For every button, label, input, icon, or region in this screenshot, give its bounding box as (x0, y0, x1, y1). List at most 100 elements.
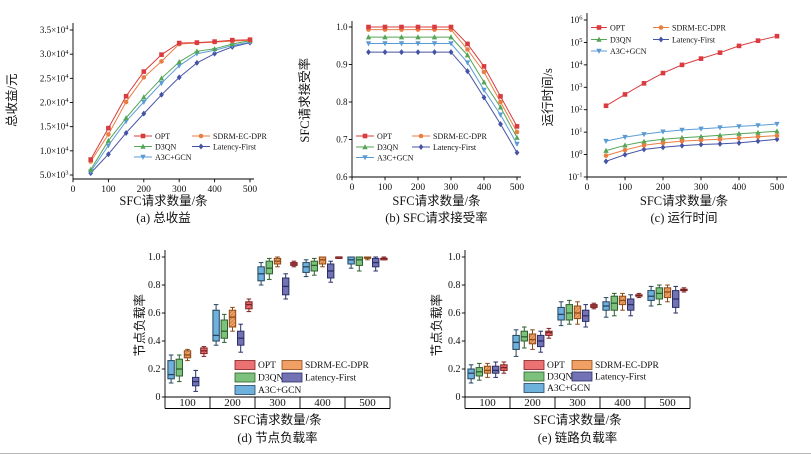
svg-text:2.0×104: 2.0×104 (40, 97, 69, 107)
svg-text:0.7: 0.7 (336, 135, 348, 145)
plot-svg-e: 0 0.2 0.4 0.6 0.8 1.0 100 200 300 400 500 OPT D3QNA3… (448, 250, 691, 409)
legend-item-d-A3C+GCN: A3C+GCN (234, 385, 302, 396)
svg-text:103: 103 (570, 82, 582, 92)
svg-text:OPT: OPT (610, 23, 625, 32)
subplot-c-running-time: 0 100 200 300 400 500 10-1 100 101 102 103 104 105 10… (541, 0, 811, 232)
box-series-d-SDRM-EC-DPR (183, 256, 372, 362)
legend-item-a-A3C+GCN: A3C+GCN (134, 153, 192, 162)
svg-text:500: 500 (659, 397, 676, 409)
svg-text:A3C+GCN: A3C+GCN (258, 386, 302, 396)
svg-text:1.0: 1.0 (336, 22, 348, 32)
ticks-d: 0 0.2 0.4 0.6 0.8 1.0 100 200 300 400 500 (148, 252, 376, 409)
svg-text:0: 0 (156, 392, 161, 403)
box-series-e-SDRM-EC-DPR (483, 284, 672, 378)
svg-text:0.6: 0.6 (448, 308, 461, 319)
box-series-d-D3QN (175, 256, 364, 383)
svg-text:500: 500 (243, 185, 258, 195)
svg-text:1.0: 1.0 (148, 252, 161, 263)
legend-item-c-A3C+GCN: A3C+GCN (591, 47, 647, 56)
svg-text:SDRM-EC-DPR: SDRM-EC-DPR (213, 132, 267, 141)
caption-a: (a) 总收益 (136, 211, 191, 225)
svg-text:300: 300 (269, 397, 286, 409)
caption-b: (b) SFC请求接受率 (385, 211, 488, 225)
plot-svg-a: 0 100 200 300 400 500 5.0×103 1.0×104 1.5×104 2.0… (40, 23, 267, 195)
series-c-SDRM-EC-DPR (603, 133, 780, 158)
svg-text:SDRM-EC-DPR: SDRM-EC-DPR (305, 361, 370, 371)
box-series-d-OPT (200, 256, 388, 357)
ticks-a: 0 100 200 300 400 500 5.0×103 1.0×104 1.5×104 2.0… (40, 25, 257, 195)
svg-text:SDRM-EC-DPR: SDRM-EC-DPR (595, 361, 660, 371)
subplot-b-acceptance-rate: 0 100 200 300 400 500 0.6 0.7 0.8 0.9 1.0 OPT D3QN A3… (272, 0, 540, 232)
svg-text:0.6: 0.6 (336, 172, 348, 182)
series-b-D3QN (365, 34, 520, 140)
svg-text:100: 100 (479, 397, 496, 409)
x-axis-label-d: SFC请求数量/条 (233, 413, 322, 427)
svg-text:500: 500 (770, 183, 785, 193)
svg-text:500: 500 (359, 397, 376, 409)
svg-text:1.5×104: 1.5×104 (40, 121, 69, 131)
legend-item-a-Latency-First: Latency-First (192, 142, 257, 151)
axes-e (464, 250, 691, 409)
ticks-c: 0 100 200 300 400 500 10-1 100 101 102 103 104 105 10… (568, 15, 784, 193)
legend-item-b-Latency-First: Latency-First (412, 143, 477, 152)
svg-text:0.8: 0.8 (448, 280, 461, 291)
x-axis-label-e: SFC请求数量/条 (533, 413, 622, 427)
svg-text:OPT: OPT (155, 132, 170, 141)
x-axis-label-c: SFC请求数量/条 (639, 194, 729, 208)
ticks-e: 0 0.2 0.4 0.6 0.8 1.0 100 200 300 400 500 (448, 252, 676, 409)
y-axis-label-a: 总收益/元 (4, 73, 19, 127)
series-c-Latency-First (603, 136, 780, 165)
svg-text:SDRM-EC-DPR: SDRM-EC-DPR (672, 23, 726, 32)
svg-text:0.4: 0.4 (148, 336, 161, 347)
legend-item-e-A3C+GCN: A3C+GCN (523, 383, 591, 394)
svg-text:Latency-First: Latency-First (595, 373, 647, 383)
svg-text:0.8: 0.8 (148, 280, 161, 291)
svg-text:A3C+GCN: A3C+GCN (547, 384, 591, 394)
svg-text:D3QN: D3QN (258, 374, 283, 384)
legend-item-c-SDRM-EC-DPR: SDRM-EC-DPR (653, 23, 726, 32)
legend-item-d-SDRM-EC-DPR: SDRM-EC-DPR (281, 360, 370, 371)
legend-item-a-SDRM-EC-DPR: SDRM-EC-DPR (192, 132, 267, 141)
svg-text:0: 0 (350, 183, 355, 193)
legend-item-c-Latency-First: Latency-First (653, 35, 716, 44)
caption-c: (c) 运行时间 (650, 211, 718, 225)
svg-text:200: 200 (656, 183, 671, 193)
legend-d: OPT D3QN A3C+GCN SDRM-EC-DPR Latency-First (234, 360, 370, 396)
subplot-e-link-load: 0 0.2 0.4 0.6 0.8 1.0 100 200 300 400 500 OPT D3QN A3… (420, 240, 755, 455)
svg-text:0.4: 0.4 (448, 336, 461, 347)
box-series-d-Latency-First (192, 256, 380, 392)
box-series-e-D3QN (475, 284, 664, 381)
legend-item-e-Latency-First: Latency-First (571, 371, 647, 383)
subplot-a-total-revenue: 0 100 200 300 400 500 5.0×103 1.0×104 1.5×104 2.0… (0, 0, 270, 232)
svg-text:SDRM-EC-DPR: SDRM-EC-DPR (433, 132, 487, 141)
axes-a (72, 23, 254, 180)
legend-item-d-D3QN: D3QN (234, 372, 283, 384)
series-a-D3QN (88, 37, 253, 172)
svg-text:100: 100 (570, 149, 582, 159)
y-axis-label-b: SFC请求接受率 (297, 57, 312, 143)
plot-svg-b: 0 100 200 300 400 500 0.6 0.7 0.8 0.9 1.0 OPT D3QNA3… (336, 21, 524, 193)
axes-c (586, 13, 787, 178)
svg-text:A3C+GCN: A3C+GCN (377, 153, 414, 162)
box-series-e-A3C+GCN (467, 285, 655, 384)
svg-text:300: 300 (694, 183, 709, 193)
svg-text:1.0×104: 1.0×104 (40, 145, 69, 155)
svg-text:OPT: OPT (258, 361, 276, 371)
caption-d: (d) 节点负载率 (237, 431, 318, 445)
svg-text:102: 102 (570, 104, 582, 114)
svg-text:400: 400 (314, 397, 331, 409)
svg-text:101: 101 (570, 127, 582, 137)
legend-item-e-SDRM-EC-DPR: SDRM-EC-DPR (571, 360, 660, 371)
svg-text:300: 300 (172, 185, 187, 195)
svg-text:200: 200 (224, 397, 241, 409)
svg-text:100: 100 (618, 183, 633, 193)
y-axis-label-c: 运行时间/s (540, 68, 555, 127)
svg-text:200: 200 (524, 397, 541, 409)
svg-text:OPT: OPT (377, 132, 392, 141)
svg-text:100: 100 (179, 397, 196, 409)
svg-text:1.0: 1.0 (448, 252, 461, 263)
axes-d (164, 250, 391, 409)
